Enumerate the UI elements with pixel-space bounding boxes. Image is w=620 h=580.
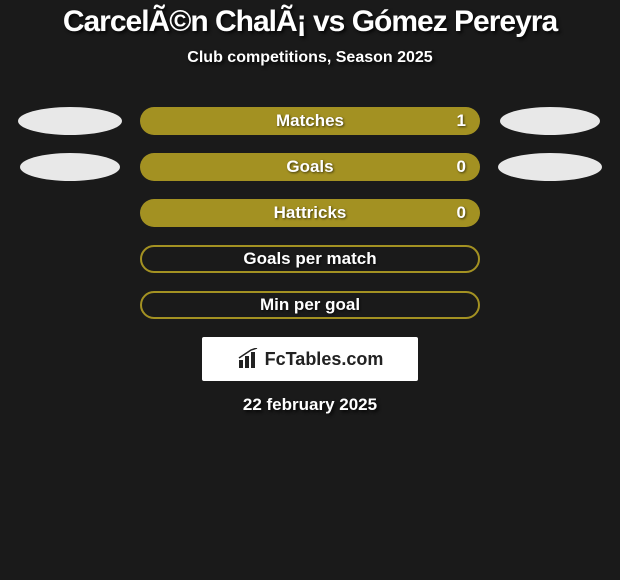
- stats-area: Matches 1 Goals 0 Hattricks 0 Goals per match M…: [0, 107, 620, 319]
- logo-box: FcTables.com: [202, 337, 418, 381]
- date-label: 22 february 2025: [0, 395, 620, 415]
- subtitle: Club competitions, Season 2025: [0, 49, 620, 67]
- stat-row: Goals per match: [0, 245, 620, 273]
- left-ellipse: [20, 153, 120, 181]
- infographic-container: CarcelÃ©n ChalÃ¡ vs Gómez Pereyra Club c…: [0, 0, 620, 415]
- stat-value: 1: [457, 111, 466, 131]
- page-title: CarcelÃ©n ChalÃ¡ vs Gómez Pereyra: [0, 5, 620, 39]
- bar-chart-icon: [237, 348, 259, 370]
- stat-label: Matches: [276, 111, 344, 131]
- logo-text: FcTables.com: [265, 349, 384, 370]
- stat-label: Min per goal: [260, 295, 360, 315]
- stat-bar: Goals per match: [140, 245, 480, 273]
- stat-row: Min per goal: [0, 291, 620, 319]
- left-ellipse: [18, 107, 122, 135]
- stat-bar: Matches 1: [140, 107, 480, 135]
- stat-value: 0: [457, 203, 466, 223]
- right-ellipse: [498, 153, 602, 181]
- stat-label: Goals per match: [243, 249, 376, 269]
- stat-row: Goals 0: [0, 153, 620, 181]
- stat-bar: Min per goal: [140, 291, 480, 319]
- stat-bar: Hattricks 0: [140, 199, 480, 227]
- right-ellipse: [500, 107, 600, 135]
- stat-row: Matches 1: [0, 107, 620, 135]
- stat-label: Hattricks: [274, 203, 347, 223]
- stat-row: Hattricks 0: [0, 199, 620, 227]
- stat-value: 0: [457, 157, 466, 177]
- stat-bar: Goals 0: [140, 153, 480, 181]
- stat-label: Goals: [286, 157, 333, 177]
